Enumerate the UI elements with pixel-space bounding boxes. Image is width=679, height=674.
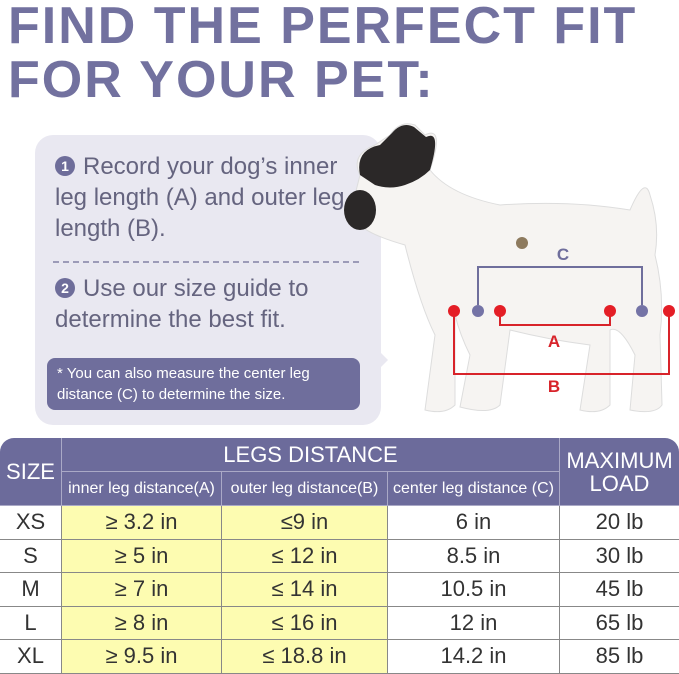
label-a: A: [548, 332, 560, 351]
label-b: B: [548, 377, 560, 396]
inner-leg-cell: ≥ 3.2 in: [62, 506, 222, 540]
max-load-cell: 65 lb: [560, 607, 679, 640]
table-row: L ≥ 8 in ≤ 16 in 12 in 65 lb: [0, 606, 679, 640]
table-row: S ≥ 5 in ≤ 12 in 8.5 in 30 lb: [0, 539, 679, 573]
inner-leg-header: inner leg distance(A): [62, 472, 222, 506]
measurement-c: C: [472, 245, 648, 317]
center-leg-cell: 14.2 in: [388, 640, 560, 674]
dog-illustration: C A B: [344, 123, 675, 413]
step-1: 1 Record your dog’s inner leg length (A) …: [55, 151, 365, 244]
center-leg-note: * You can also measure the center leg di…: [47, 358, 360, 410]
legs-distance-header: LEGS DISTANCE: [62, 438, 560, 472]
size-header: SIZE: [0, 438, 62, 506]
outer-leg-cell: ≤ 16 in: [222, 606, 388, 640]
step-2-number-icon: 2: [55, 278, 75, 298]
inner-leg-cell: ≥ 7 in: [62, 573, 222, 607]
measurement-b: B: [448, 305, 675, 396]
center-leg-header: center leg distance (C): [388, 472, 560, 506]
note-tail: [376, 348, 388, 372]
center-leg-cell: 6 in: [388, 506, 560, 540]
headline-line-2: FOR YOUR PET:: [8, 51, 435, 109]
outer-leg-header: outer leg distance(B): [222, 472, 388, 506]
table-row: M ≥ 7 in ≤ 14 in 10.5 in 45 lb: [0, 573, 679, 607]
instructions-bubble: 1 Record your dog’s inner leg length (A) …: [35, 135, 381, 425]
label-c: C: [557, 245, 569, 264]
measurement-a: A: [494, 305, 616, 351]
size-cell: L: [0, 606, 62, 640]
size-cell: XL: [0, 640, 62, 674]
inner-leg-cell: ≥ 9.5 in: [62, 640, 222, 674]
table-row: XL ≥ 9.5 in ≤ 18.8 in 14.2 in 85 lb: [0, 640, 679, 674]
max-load-cell: 20 lb: [560, 506, 679, 540]
max-load-header: MAXIMUM LOAD: [560, 438, 679, 506]
step-1-text: Record your dog’s inner leg length (A) a…: [55, 153, 345, 242]
step-2: 2 Use our size guide to determine the bes…: [55, 273, 365, 335]
size-chart-table: SIZE LEGS DISTANCE MAXIMUM LOAD inner le…: [0, 438, 679, 674]
divider: [53, 261, 359, 263]
headline-line-1: FIND THE PERFECT FIT: [8, 0, 638, 55]
step-1-number-icon: 1: [55, 156, 75, 176]
table-row: XS ≥ 3.2 in ≤9 in 6 in 20 lb: [0, 506, 679, 540]
size-cell: S: [0, 539, 62, 573]
outer-leg-cell: ≤9 in: [222, 506, 388, 540]
outer-leg-cell: ≤ 12 in: [222, 539, 388, 573]
size-cell: XS: [0, 506, 62, 540]
outer-leg-cell: ≤ 14 in: [222, 573, 388, 607]
max-load-cell: 45 lb: [560, 573, 679, 607]
outer-leg-cell: ≤ 18.8 in: [222, 640, 388, 674]
inner-leg-cell: ≥ 5 in: [62, 539, 222, 573]
center-leg-cell: 10.5 in: [388, 573, 560, 607]
size-cell: M: [0, 573, 62, 607]
inner-leg-cell: ≥ 8 in: [62, 606, 222, 640]
center-leg-cell: 8.5 in: [388, 539, 560, 573]
max-load-cell: 85 lb: [560, 640, 679, 674]
step-2-text: Use our size guide to determine the best…: [55, 275, 309, 333]
max-load-cell: 30 lb: [560, 540, 679, 573]
center-leg-cell: 12 in: [388, 606, 560, 640]
